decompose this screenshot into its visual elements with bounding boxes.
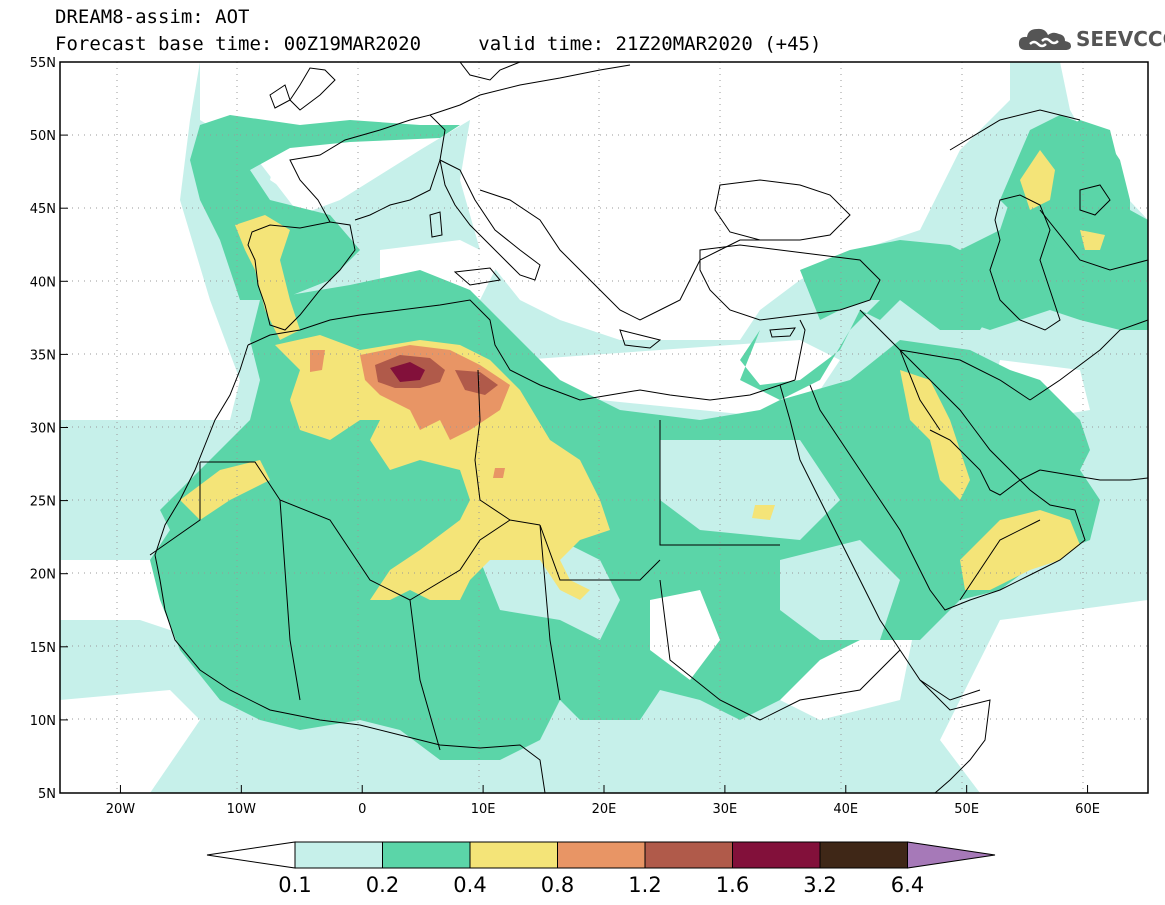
lat-tick-label: 45N [30, 202, 56, 217]
seevccc-logo: SEEVCCC [1018, 26, 1165, 52]
colorbar-level-label: 0.8 [541, 873, 574, 897]
cloud-icon [1018, 28, 1071, 50]
lat-tick-label: 40N [30, 275, 56, 290]
base-time-label: Forecast base time: 00Z19MAR2020 [55, 33, 422, 55]
aot-field [60, 62, 1148, 793]
colorbar-level-label: 0.4 [453, 873, 486, 897]
lon-tick-label: 20E [592, 802, 617, 817]
colorbar-swatch [294, 841, 383, 869]
lon-tick-label: 10W [227, 802, 257, 817]
colorbar-swatch [732, 841, 821, 869]
lon-tick-label: 50E [954, 802, 979, 817]
lat-tick-label: 10N [30, 714, 56, 729]
colorbar-swatch [819, 841, 908, 869]
lon-tick-label: 10E [471, 802, 496, 817]
logo-text: SEEVCCC [1076, 27, 1165, 51]
lon-axis: 20W 10W 0 10E 20E 30E 40E 50E 60E [106, 785, 1100, 817]
lat-tick-label: 35N [30, 348, 56, 363]
colorbar-level-label: 3.2 [803, 873, 836, 897]
lat-tick-label: 25N [30, 495, 56, 510]
valid-time-label: valid time: 21Z20MAR2020 (+45) [478, 33, 822, 55]
lon-tick-label: 0 [358, 802, 366, 817]
map-title: DREAM8-assim: AOT [55, 6, 250, 28]
colorbar-min-triangle [206, 841, 296, 869]
colorbar-level-label: 6.4 [891, 873, 924, 897]
colorbar-swatch [382, 841, 471, 869]
lat-tick-label: 50N [30, 129, 56, 144]
lat-tick-label: 55N [30, 56, 56, 71]
lon-tick-label: 60E [1075, 802, 1100, 817]
map-grid [60, 62, 1148, 793]
colorbar: 0.1 0.2 0.4 0.8 1.2 1.6 3.2 6.4 [206, 841, 996, 897]
time-info: Forecast base time: 00Z19MAR2020 valid t… [55, 33, 821, 55]
colorbar-swatch [469, 841, 558, 869]
colorbar-level-label: 1.2 [628, 873, 661, 897]
lon-tick-label: 30E [713, 802, 738, 817]
colorbar-max-triangle [907, 841, 996, 869]
lat-tick-label: 15N [30, 641, 56, 656]
colorbar-level-label: 0.2 [366, 873, 399, 897]
lon-tick-label: 20W [106, 802, 136, 817]
colorbar-level-label: 1.6 [716, 873, 749, 897]
lat-axis: 55N 50N 45N 40N 35N 30N 25N 20N 15N 10N 5N [30, 56, 68, 802]
lat-tick-label: 5N [38, 787, 56, 802]
lat-tick-label: 20N [30, 568, 56, 583]
colorbar-swatch [644, 841, 733, 869]
coastlines-borders [149, 62, 1148, 793]
colorbar-swatch [557, 841, 646, 869]
lon-tick-label: 40E [833, 802, 858, 817]
lat-tick-label: 30N [30, 422, 56, 437]
colorbar-level-label: 0.1 [278, 873, 311, 897]
